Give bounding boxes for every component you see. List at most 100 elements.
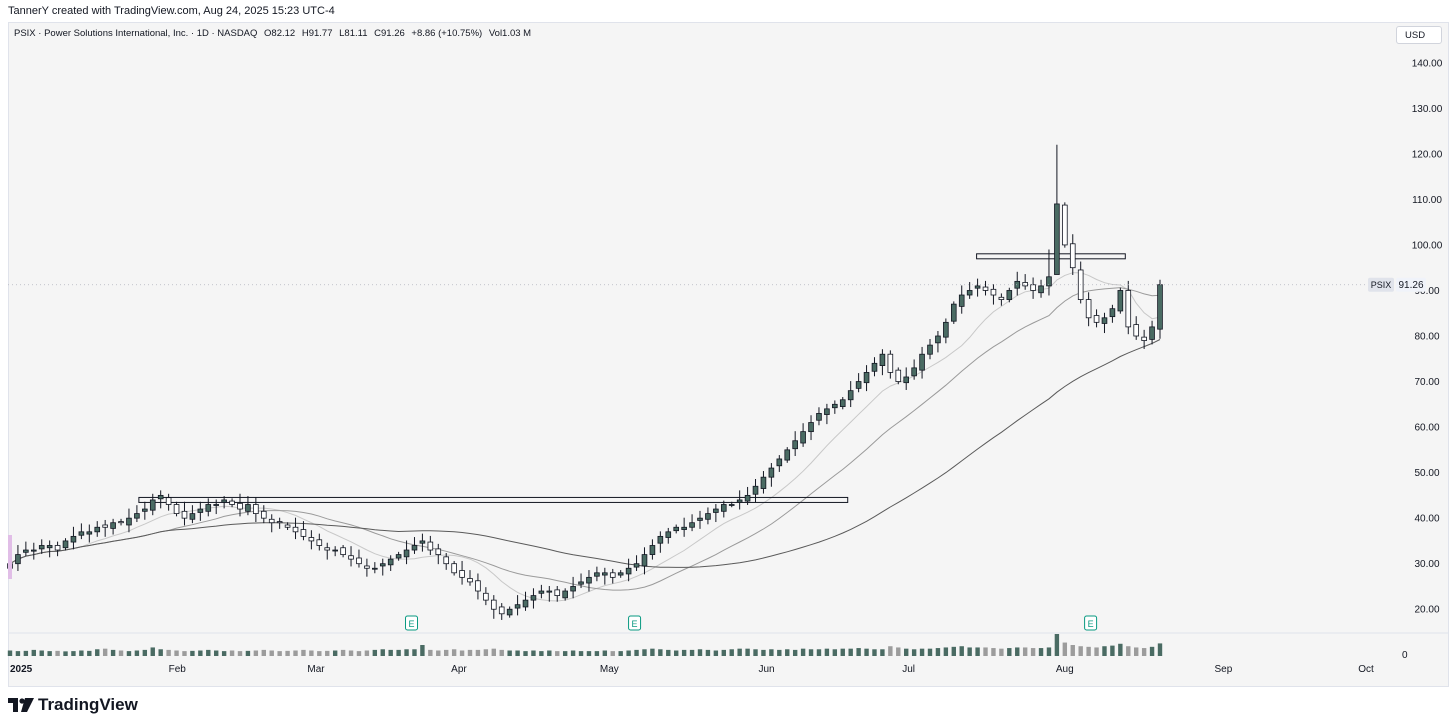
candle-body[interactable] bbox=[356, 557, 362, 565]
candle-body[interactable] bbox=[110, 522, 116, 529]
candle-body[interactable] bbox=[197, 508, 204, 513]
candle-body[interactable] bbox=[1014, 280, 1021, 289]
candle-body[interactable] bbox=[808, 422, 814, 433]
candle-body[interactable] bbox=[713, 508, 719, 513]
candle-body[interactable] bbox=[586, 576, 592, 584]
candle-body[interactable] bbox=[451, 563, 457, 574]
candle-body[interactable] bbox=[728, 504, 735, 506]
candle-body[interactable] bbox=[157, 494, 164, 500]
candle-body[interactable] bbox=[705, 513, 711, 520]
candle-body[interactable] bbox=[927, 344, 933, 355]
candle-body[interactable] bbox=[38, 545, 45, 550]
candle-body[interactable] bbox=[1125, 290, 1132, 328]
candle-body[interactable] bbox=[102, 524, 108, 528]
candle-body[interactable] bbox=[245, 504, 251, 512]
candle-body[interactable] bbox=[903, 376, 910, 384]
candle-body[interactable] bbox=[594, 572, 600, 577]
candle-body[interactable] bbox=[475, 580, 481, 592]
candle-body[interactable] bbox=[998, 296, 1005, 300]
candle-body[interactable] bbox=[46, 545, 53, 549]
candle-body[interactable] bbox=[1101, 317, 1108, 324]
candle-body[interactable] bbox=[943, 321, 949, 338]
candle-body[interactable] bbox=[1038, 285, 1044, 294]
candle-body[interactable] bbox=[1046, 276, 1052, 287]
candle-body[interactable] bbox=[847, 390, 854, 401]
chart-panel[interactable] bbox=[8, 22, 1449, 687]
candle-body[interactable] bbox=[15, 554, 21, 565]
candle-body[interactable] bbox=[324, 547, 331, 551]
candle-body[interactable] bbox=[395, 554, 402, 559]
candle-body[interactable] bbox=[697, 517, 703, 521]
candle-body[interactable] bbox=[982, 286, 989, 291]
candle-body[interactable] bbox=[189, 513, 196, 520]
candle-body[interactable] bbox=[950, 303, 957, 322]
candle-body[interactable] bbox=[292, 526, 299, 533]
candle-body[interactable] bbox=[990, 288, 997, 296]
candle-body[interactable] bbox=[94, 526, 101, 533]
candle-body[interactable] bbox=[1054, 203, 1060, 275]
candle-body[interactable] bbox=[792, 440, 798, 450]
candle-body[interactable] bbox=[863, 372, 870, 384]
candle-body[interactable] bbox=[316, 539, 323, 546]
candle-body[interactable] bbox=[609, 572, 616, 578]
candle-body[interactable] bbox=[372, 567, 378, 570]
candle-body[interactable] bbox=[300, 529, 307, 537]
candle-body[interactable] bbox=[617, 572, 624, 576]
candle-body[interactable] bbox=[974, 285, 981, 289]
candle-body[interactable] bbox=[237, 502, 243, 510]
candle-body[interactable] bbox=[602, 572, 608, 576]
candle-body[interactable] bbox=[1157, 284, 1163, 330]
candle-body[interactable] bbox=[625, 567, 632, 575]
candle-body[interactable] bbox=[443, 556, 450, 565]
candle-body[interactable] bbox=[1006, 290, 1013, 300]
candle-body[interactable] bbox=[86, 531, 93, 535]
candle-body[interactable] bbox=[379, 563, 386, 567]
earnings-marker[interactable] bbox=[1084, 615, 1098, 631]
resistance-line[interactable] bbox=[138, 496, 849, 503]
candle-body[interactable] bbox=[1062, 204, 1068, 246]
candle-body[interactable] bbox=[776, 458, 783, 467]
candle-body[interactable] bbox=[118, 521, 124, 524]
candle-body[interactable] bbox=[506, 608, 513, 616]
candle-body[interactable] bbox=[149, 499, 156, 511]
candle-body[interactable] bbox=[752, 485, 759, 495]
candle-body[interactable] bbox=[554, 589, 561, 596]
candle-body[interactable] bbox=[308, 537, 315, 542]
candle-body[interactable] bbox=[126, 517, 132, 526]
candle-body[interactable] bbox=[760, 476, 767, 489]
candle-body[interactable] bbox=[1022, 282, 1028, 287]
candle-body[interactable] bbox=[490, 599, 497, 610]
candle-body[interactable] bbox=[134, 513, 140, 519]
candle-body[interactable] bbox=[253, 504, 259, 515]
candle-body[interactable] bbox=[855, 381, 862, 389]
earnings-marker[interactable] bbox=[628, 615, 642, 631]
candle-body[interactable] bbox=[570, 586, 576, 592]
candle-body[interactable] bbox=[935, 335, 941, 344]
candle-body[interactable] bbox=[562, 590, 568, 599]
resistance-line[interactable] bbox=[976, 253, 1126, 260]
candle-body[interactable] bbox=[483, 592, 489, 601]
candle-body[interactable] bbox=[1069, 243, 1076, 269]
currency-button[interactable]: USD bbox=[1396, 26, 1442, 44]
candle-body[interactable] bbox=[832, 403, 838, 409]
candle-body[interactable] bbox=[895, 369, 902, 382]
candle-body[interactable] bbox=[78, 531, 85, 536]
candle-body[interactable] bbox=[966, 290, 973, 296]
candle-body[interactable] bbox=[720, 504, 727, 512]
candle-body[interactable] bbox=[919, 353, 925, 371]
candle-body[interactable] bbox=[1141, 336, 1147, 341]
candle-body[interactable] bbox=[689, 522, 695, 528]
candle-body[interactable] bbox=[364, 565, 370, 569]
candle-body[interactable] bbox=[213, 504, 220, 506]
candle-body[interactable] bbox=[165, 497, 172, 505]
candle-body[interactable] bbox=[1117, 290, 1124, 312]
candle-body[interactable] bbox=[578, 581, 584, 585]
candle-body[interactable] bbox=[70, 535, 77, 543]
candle-body[interactable] bbox=[1093, 315, 1100, 323]
candle-body[interactable] bbox=[1133, 324, 1140, 337]
candle-body[interactable] bbox=[387, 558, 394, 566]
candle-body[interactable] bbox=[538, 590, 545, 594]
candle-body[interactable] bbox=[673, 526, 680, 532]
candle-body[interactable] bbox=[514, 604, 521, 609]
candle-body[interactable] bbox=[435, 548, 442, 555]
